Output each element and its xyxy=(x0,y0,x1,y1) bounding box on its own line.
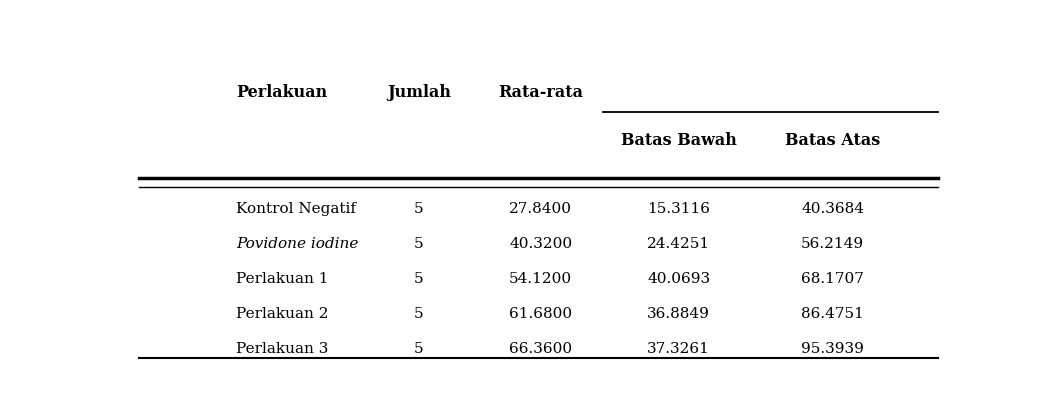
Text: 5: 5 xyxy=(415,342,424,356)
Text: Jumlah: Jumlah xyxy=(387,84,451,101)
Text: 68.1707: 68.1707 xyxy=(801,271,864,285)
Text: 40.3684: 40.3684 xyxy=(801,202,864,216)
Text: 37.3261: 37.3261 xyxy=(647,342,710,356)
Text: Perlakuan 2: Perlakuan 2 xyxy=(237,306,329,320)
Text: Perlakuan 3: Perlakuan 3 xyxy=(237,342,329,356)
Text: 56.2149: 56.2149 xyxy=(801,237,865,251)
Text: 40.0693: 40.0693 xyxy=(647,271,710,285)
Text: 5: 5 xyxy=(415,306,424,320)
Text: Batas Bawah: Batas Bawah xyxy=(621,132,736,149)
Text: 15.3116: 15.3116 xyxy=(647,202,710,216)
Text: 36.8849: 36.8849 xyxy=(647,306,710,320)
Text: 54.1200: 54.1200 xyxy=(509,271,573,285)
Text: 5: 5 xyxy=(415,202,424,216)
Text: 61.6800: 61.6800 xyxy=(509,306,573,320)
Text: 24.4251: 24.4251 xyxy=(647,237,710,251)
Text: Batas Atas: Batas Atas xyxy=(785,132,881,149)
Text: 40.3200: 40.3200 xyxy=(509,237,573,251)
Text: 27.8400: 27.8400 xyxy=(509,202,572,216)
Text: 86.4751: 86.4751 xyxy=(801,306,864,320)
Text: 5: 5 xyxy=(415,271,424,285)
Text: Rata-rata: Rata-rata xyxy=(498,84,583,101)
Text: Perlakuan 1: Perlakuan 1 xyxy=(237,271,329,285)
Text: Kontrol Negatif: Kontrol Negatif xyxy=(237,202,356,216)
Text: 95.3939: 95.3939 xyxy=(801,342,864,356)
Text: 5: 5 xyxy=(415,237,424,251)
Text: Perlakuan: Perlakuan xyxy=(237,84,328,101)
Text: Povidone iodine: Povidone iodine xyxy=(237,237,359,251)
Text: 66.3600: 66.3600 xyxy=(509,342,573,356)
